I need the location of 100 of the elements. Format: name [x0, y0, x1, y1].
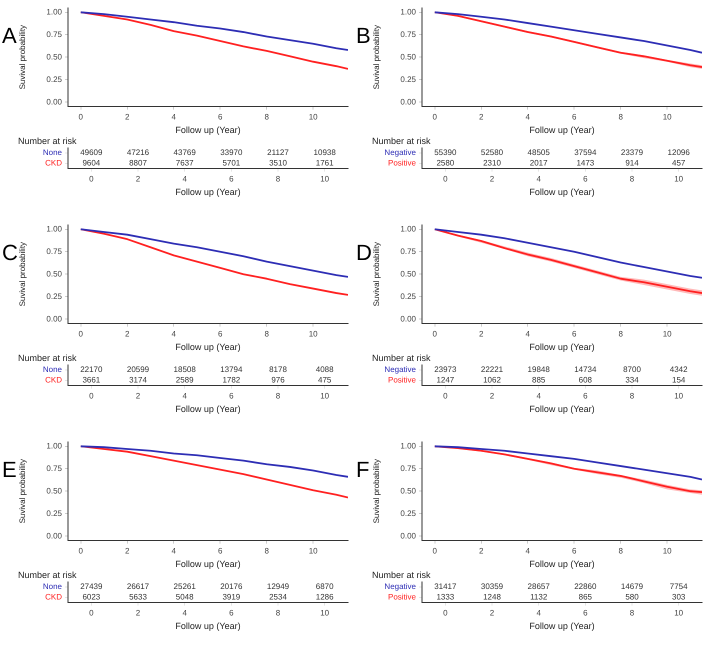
data-label: 22170 — [80, 365, 104, 374]
x-tick-label: 10 — [320, 608, 330, 618]
y-tick-label: 1.00 — [400, 224, 417, 234]
text: C — [2, 240, 18, 265]
x-tick-label: 0 — [78, 546, 84, 556]
x-tick-label: 2 — [136, 392, 141, 401]
data-label: 26617 — [126, 582, 150, 592]
data-label: 976 — [271, 376, 286, 385]
x-tick-label: 0 — [443, 392, 448, 401]
x-tick-label: 6 — [572, 546, 577, 556]
x-tick-label: 6 — [229, 174, 234, 184]
x-tick-label: 4 — [526, 546, 530, 556]
data-label: 20599 — [126, 365, 150, 374]
data-label: 18508 — [174, 365, 196, 374]
x-tick-label: 2 — [490, 174, 495, 184]
chart-title: Number at risk — [372, 136, 432, 146]
data-label: 1247 — [436, 376, 455, 385]
data-label: 1286 — [316, 592, 334, 602]
data-label: 23379 — [620, 148, 644, 158]
x-tick-label: 8 — [276, 174, 281, 184]
x-tick-label: 6 — [572, 330, 577, 339]
chart-title: Number at risk — [18, 136, 78, 146]
x-tick-label: 0 — [89, 174, 94, 184]
x-axis-title: Follow up (Year) — [529, 342, 595, 352]
y-tick-label: Negative — [384, 582, 417, 592]
data-label: 1782 — [222, 376, 241, 385]
data-label: 580 — [625, 592, 640, 602]
y-tick-label: 0.75 — [400, 464, 417, 473]
x-tick-label: 8 — [630, 174, 635, 184]
x-tick-label: 4 — [182, 608, 188, 618]
y-tick-label: 0.25 — [400, 74, 417, 84]
x-axis-title: Follow up (Year) — [175, 342, 241, 352]
data-label: 25261 — [174, 582, 196, 592]
x-tick-label: 2 — [479, 330, 484, 339]
y-tick-label: 0.25 — [400, 292, 417, 301]
x-tick-label: 0 — [89, 392, 94, 401]
x-axis-title: Follow up (Year) — [175, 404, 241, 414]
data-label: 10938 — [314, 148, 336, 158]
data-label: 3174 — [129, 376, 148, 385]
y-tick-label: 0.00 — [400, 531, 417, 540]
x-tick-label: 4 — [536, 608, 542, 618]
x-tick-label: 2 — [125, 330, 130, 339]
y-axis-title: Suvival probability — [372, 458, 382, 524]
x-tick-label: 4 — [182, 174, 188, 184]
y-tick-label: 0.75 — [400, 246, 417, 256]
data-label: 30359 — [480, 582, 504, 592]
x-tick-label: 4 — [526, 112, 530, 122]
y-tick-label: 1.00 — [400, 441, 417, 450]
x-tick-label: 0 — [432, 546, 438, 556]
y-tick-label: 0.75 — [400, 30, 417, 39]
y-tick-label: 0.50 — [400, 486, 417, 496]
x-tick-label: 2 — [125, 546, 130, 556]
y-tick-label: Negative — [384, 365, 417, 374]
data-label: 27439 — [80, 582, 104, 592]
data-label: 37594 — [574, 148, 598, 158]
y-axis-title: Suvival probability — [18, 24, 28, 90]
y-tick-label: 0.00 — [46, 97, 63, 106]
data-label: 865 — [578, 592, 593, 602]
x-tick-label: 10 — [308, 330, 318, 339]
y-tick-label: 0.00 — [46, 531, 63, 540]
data-label: 457 — [672, 158, 686, 168]
y-tick-label: 0.50 — [46, 52, 63, 62]
x-axis-title: Follow up (Year) — [529, 404, 595, 414]
data-label: 8178 — [269, 365, 288, 374]
y-tick-label: CKD — [45, 592, 62, 602]
y-tick-label: 0.75 — [46, 30, 63, 39]
y-tick-label: 0.75 — [46, 246, 63, 256]
x-tick-label: 4 — [172, 546, 176, 556]
x-tick-label: 10 — [662, 112, 672, 122]
y-tick-label: None — [42, 582, 63, 592]
data-label: 4088 — [316, 365, 334, 374]
data-label: 22221 — [480, 365, 504, 374]
data-label: 475 — [318, 376, 332, 385]
x-axis-title: Follow up (Year) — [175, 125, 241, 136]
data-label: 5048 — [176, 592, 194, 602]
y-tick-label: CKD — [45, 376, 62, 385]
x-axis-title: Follow up (Year) — [175, 559, 241, 570]
x-tick-label: 0 — [89, 608, 94, 618]
y-tick-label: 0.25 — [400, 508, 417, 518]
y-tick-label: Negative — [384, 148, 417, 158]
x-tick-label: 0 — [432, 330, 438, 339]
x-tick-label: 8 — [264, 330, 270, 339]
chart-title: Number at risk — [18, 570, 78, 580]
data-label: 43769 — [174, 148, 196, 158]
x-tick-label: 8 — [618, 112, 624, 122]
data-label: 8700 — [623, 365, 642, 374]
y-tick-label: 0.00 — [400, 97, 417, 106]
x-tick-label: 10 — [662, 330, 672, 339]
x-axis-title: Follow up (Year) — [529, 125, 595, 136]
y-tick-label: 1.00 — [46, 441, 63, 450]
x-tick-label: 2 — [479, 112, 484, 122]
x-tick-label: 8 — [264, 112, 270, 122]
y-tick-label: 0.00 — [400, 314, 417, 324]
data-label: 4342 — [670, 365, 688, 374]
x-tick-label: 10 — [308, 546, 318, 556]
text: D — [356, 240, 372, 265]
y-tick-label: 1.00 — [46, 7, 63, 16]
y-tick-label: Positive — [388, 592, 417, 602]
x-tick-label: 0 — [443, 174, 448, 184]
data-label: 19848 — [528, 365, 550, 374]
